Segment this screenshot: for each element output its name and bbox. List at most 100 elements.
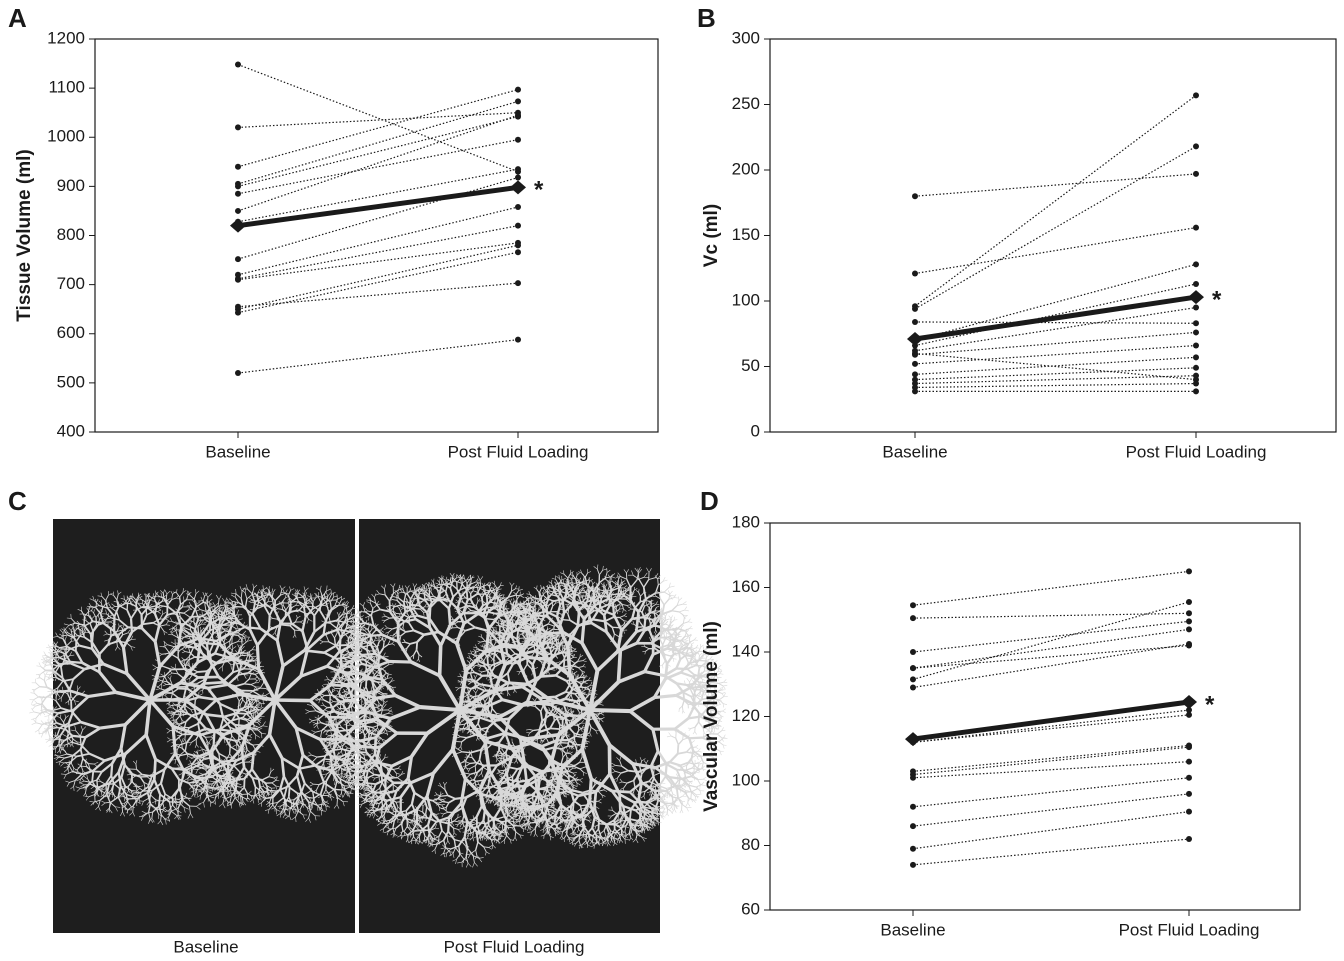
vessel	[210, 619, 211, 631]
vessel	[34, 701, 37, 704]
vessel	[324, 759, 332, 760]
vessel	[204, 680, 205, 686]
vessel	[73, 736, 86, 737]
figure: C Baseline Post Fluid Loading ATissue Vo…	[0, 0, 1344, 961]
vessel	[244, 684, 251, 685]
vessel	[34, 693, 38, 697]
vessel	[136, 764, 137, 769]
vessel	[207, 597, 208, 604]
vessel	[154, 759, 155, 779]
vessel	[185, 647, 193, 648]
vessel	[525, 766, 527, 781]
vessel	[30, 693, 34, 694]
vessel	[39, 724, 43, 729]
vessel	[45, 672, 47, 675]
vessel	[275, 700, 310, 701]
vessel	[188, 674, 193, 675]
vessel	[36, 674, 41, 675]
vessel	[334, 789, 343, 790]
vessel	[227, 787, 228, 792]
vessel	[32, 700, 34, 704]
vessel	[550, 728, 559, 729]
vessel	[340, 637, 341, 651]
vessel	[234, 789, 235, 798]
vessel	[39, 662, 41, 666]
vessel	[41, 704, 42, 711]
vessel	[236, 780, 237, 790]
vessel	[36, 723, 42, 725]
vessel	[159, 794, 160, 806]
vessel	[49, 740, 54, 741]
vessel	[49, 745, 52, 747]
vessel	[36, 666, 40, 667]
vessel	[246, 660, 251, 661]
vessel	[320, 602, 321, 610]
vessel	[40, 678, 44, 681]
vessel	[589, 690, 590, 695]
vessel	[205, 643, 221, 644]
vessel	[50, 729, 52, 732]
vessel	[128, 627, 142, 628]
vessel	[29, 712, 34, 713]
vessel	[204, 758, 212, 759]
vessel	[289, 788, 290, 797]
vessel	[281, 625, 290, 626]
vessel	[269, 616, 270, 631]
vessel	[285, 803, 286, 808]
vessel	[44, 675, 45, 680]
vessel	[335, 638, 336, 645]
vessel	[252, 753, 254, 770]
vessel	[502, 824, 503, 829]
vessel	[34, 712, 40, 713]
vessel	[32, 706, 35, 709]
vessel	[69, 723, 70, 733]
vessel	[331, 685, 351, 686]
vessel	[37, 678, 41, 679]
vessel	[136, 786, 140, 787]
vessel	[567, 746, 572, 747]
vessel	[91, 634, 92, 648]
vessel	[198, 627, 199, 635]
vessel	[51, 661, 56, 662]
vessel	[372, 681, 381, 682]
vessel	[36, 683, 40, 687]
vessel	[204, 682, 222, 683]
vessel	[49, 649, 52, 653]
vessel	[337, 798, 338, 805]
vessel	[356, 756, 357, 760]
vessel	[31, 705, 35, 707]
vessel	[180, 597, 181, 604]
vessel	[45, 739, 49, 740]
vessel	[97, 780, 98, 787]
vessel	[183, 727, 190, 728]
image-panel: C Baseline Post Fluid Loading	[8, 486, 728, 957]
vessel	[32, 723, 36, 725]
vessel	[44, 657, 48, 658]
vessel	[198, 677, 218, 678]
vessel	[44, 716, 48, 717]
vessel	[47, 661, 52, 664]
vessel	[40, 709, 45, 711]
vessel	[59, 692, 64, 693]
vessel	[34, 697, 39, 700]
vessel	[184, 728, 185, 732]
vessel	[175, 744, 180, 745]
vessel	[35, 704, 41, 706]
vessel	[195, 700, 196, 708]
vessel	[282, 758, 284, 776]
vessel	[36, 713, 40, 718]
vessel	[257, 645, 258, 669]
vessel	[36, 687, 40, 690]
vessel	[235, 607, 244, 608]
vessel	[35, 730, 39, 732]
vessel	[185, 734, 186, 739]
vessel	[248, 711, 254, 712]
page: C Baseline Post Fluid Loading ATissue Vo…	[0, 0, 1344, 961]
vessel	[106, 784, 114, 785]
vessel	[245, 627, 261, 628]
vessel	[200, 620, 206, 621]
vessel	[48, 730, 50, 736]
vessel	[33, 703, 37, 704]
vessel	[41, 720, 44, 723]
vessel	[44, 681, 47, 688]
